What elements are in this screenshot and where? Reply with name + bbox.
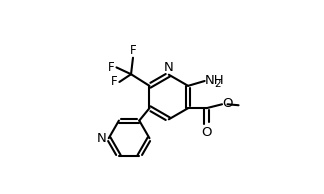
Text: 2: 2 [214,80,221,89]
Text: O: O [201,126,212,139]
Text: O: O [223,97,233,110]
Text: N: N [164,61,174,74]
Text: N: N [97,132,106,145]
Text: F: F [130,44,136,57]
Text: NH: NH [205,74,225,87]
Text: F: F [111,75,118,88]
Text: F: F [108,61,115,74]
